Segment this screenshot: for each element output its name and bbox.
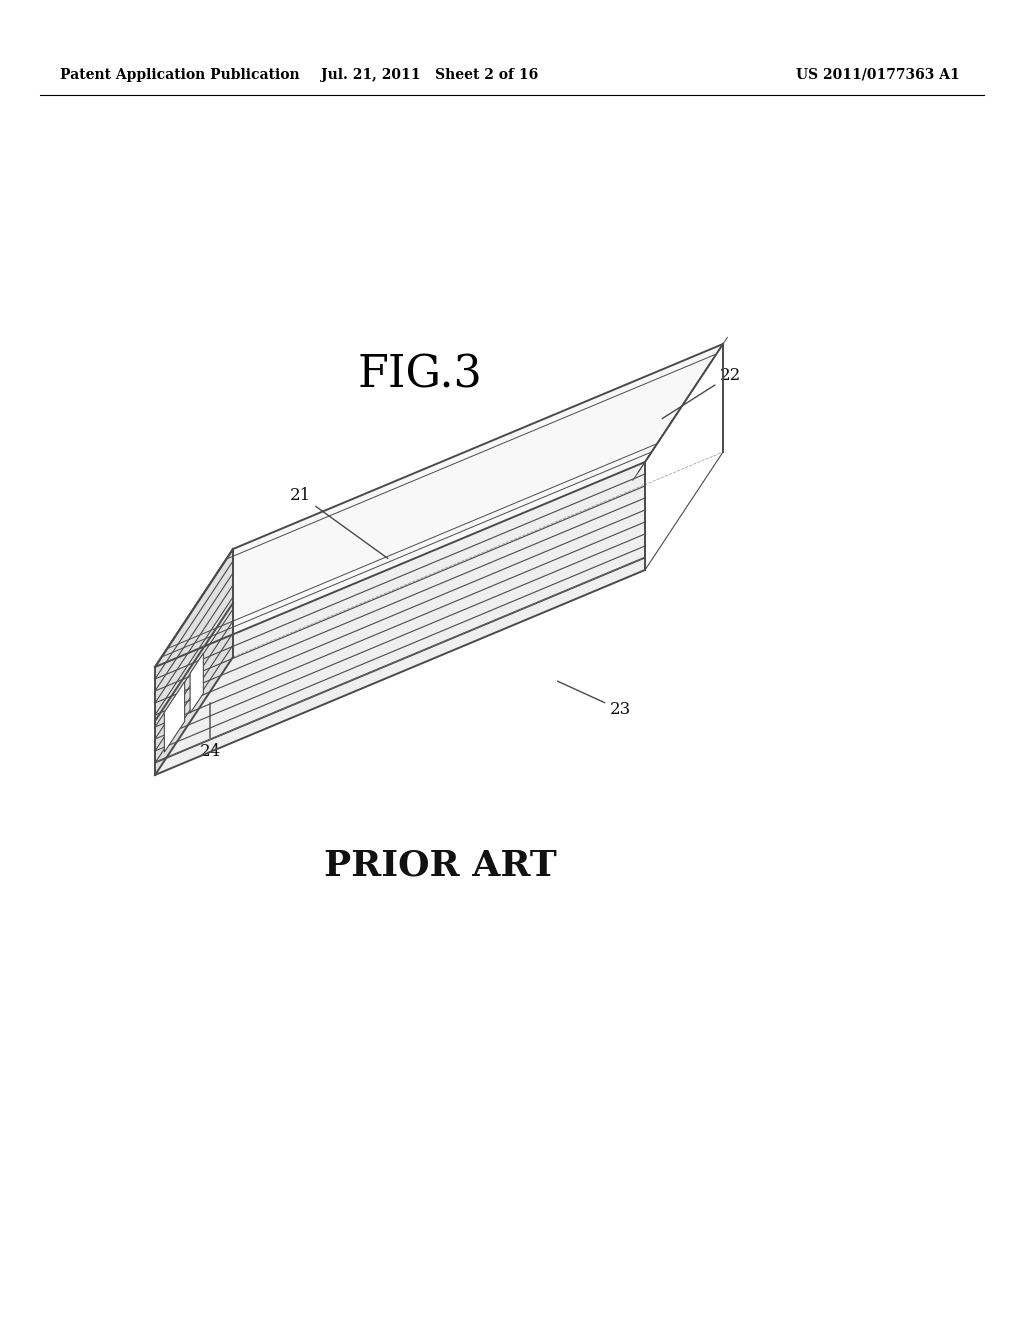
Text: 24: 24 <box>200 702 220 760</box>
Polygon shape <box>155 549 233 775</box>
Text: US 2011/0177363 A1: US 2011/0177363 A1 <box>797 69 961 82</box>
Text: 23: 23 <box>557 681 631 718</box>
Polygon shape <box>155 462 645 775</box>
Text: 22: 22 <box>663 367 741 418</box>
Text: Jul. 21, 2011   Sheet 2 of 16: Jul. 21, 2011 Sheet 2 of 16 <box>322 69 539 82</box>
Text: PRIOR ART: PRIOR ART <box>324 847 556 882</box>
Polygon shape <box>165 681 184 752</box>
Text: 21: 21 <box>290 487 388 558</box>
Text: Patent Application Publication: Patent Application Publication <box>60 69 300 82</box>
Polygon shape <box>190 653 204 713</box>
Text: FIG.3: FIG.3 <box>357 354 482 396</box>
Polygon shape <box>155 345 723 667</box>
